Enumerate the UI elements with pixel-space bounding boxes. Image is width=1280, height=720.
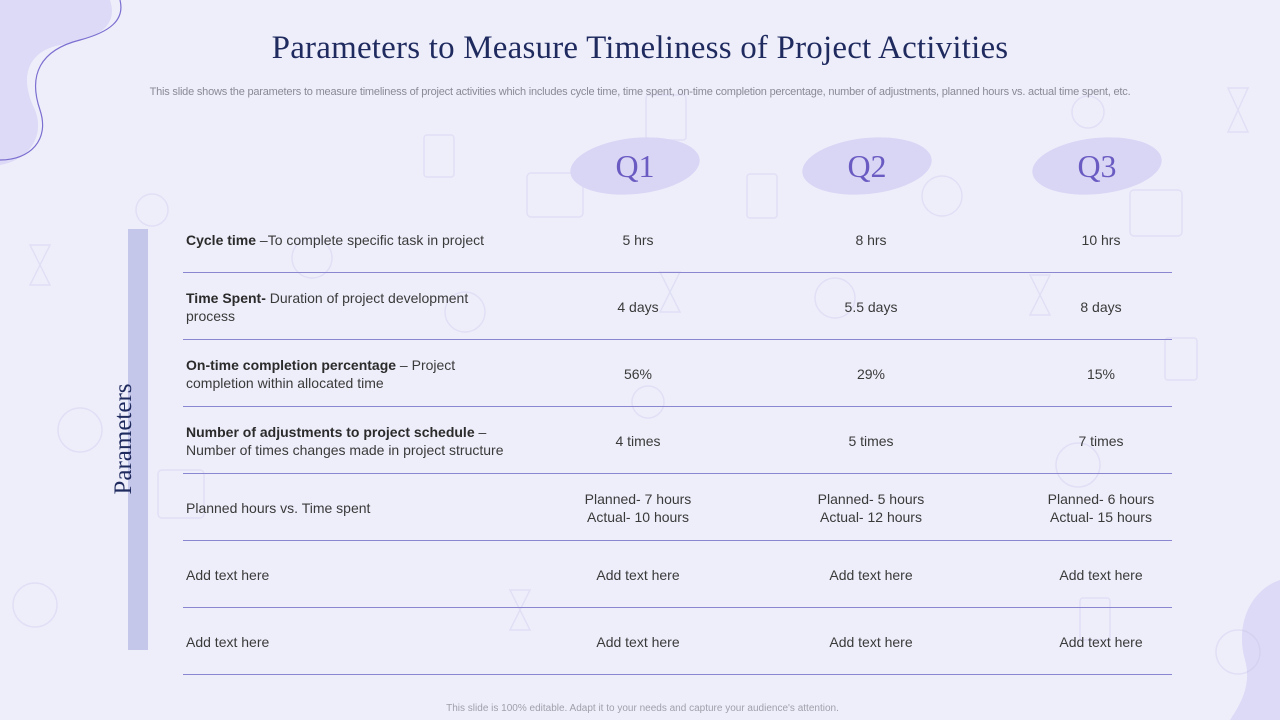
parameter-description: Add text here xyxy=(186,566,270,583)
parameters-side-label: Parameters xyxy=(110,383,137,495)
q2-value: 5.5 days xyxy=(844,298,898,315)
row-divider xyxy=(183,272,1172,273)
parameter-description: –To complete specific task in project xyxy=(256,231,485,248)
parameter-description: Planned hours vs. Time spent xyxy=(186,499,371,516)
q3-value: Add text here xyxy=(1059,566,1143,583)
quarter-label: Q2 xyxy=(847,147,887,184)
row-divider xyxy=(183,339,1172,340)
row-divider xyxy=(183,473,1172,474)
quarter-label: Q1 xyxy=(615,147,655,184)
q3-value: 8 days xyxy=(1080,298,1122,315)
quarter-header-q3: Q3 xyxy=(1029,131,1165,201)
q2-value: Add text here xyxy=(829,566,913,583)
q1-value: 56% xyxy=(623,365,653,382)
parameter-cell: Number of adjustments to project schedul… xyxy=(186,407,506,474)
actual-hours: Actual- 15 hours xyxy=(1050,508,1152,525)
table-row: Cycle time –To complete specific task in… xyxy=(183,206,1172,273)
row-divider xyxy=(183,674,1172,675)
planned-hours: Planned- 7 hours xyxy=(584,490,692,507)
q1-value: 4 days xyxy=(617,298,659,315)
row-divider xyxy=(183,540,1172,541)
table-row: Planned hours vs. Time spent Planned- 7 … xyxy=(183,474,1172,541)
quarter-header-q1: Q1 xyxy=(567,131,703,201)
parameter-name: On-time completion percentage xyxy=(186,356,397,373)
parameter-description: Duration of project development process xyxy=(186,289,469,324)
table-row: Add text here Add text here Add text her… xyxy=(183,608,1172,675)
q1-value: 4 times xyxy=(615,432,661,449)
row-divider xyxy=(183,406,1172,407)
page-title: Parameters to Measure Timeliness of Proj… xyxy=(271,30,1009,66)
table-row: On-time completion percentage – Project … xyxy=(183,340,1172,407)
q3-value: 15% xyxy=(1086,365,1116,382)
parameter-description: Add text here xyxy=(186,633,270,650)
q3-value: 7 times xyxy=(1078,432,1124,449)
parameter-name: Cycle time xyxy=(186,231,257,248)
q3-value: Planned- 6 hours Actual- 15 hours xyxy=(1011,474,1191,541)
q1-value: Add text here xyxy=(596,566,680,583)
parameter-cell: Cycle time –To complete specific task in… xyxy=(186,206,506,273)
parameter-name: Number of adjustments to project schedul… xyxy=(186,423,475,440)
parameter-cell: Planned hours vs. Time spent xyxy=(186,474,506,541)
page-subtitle: This slide shows the parameters to measu… xyxy=(149,86,1131,98)
actual-hours: Actual- 12 hours xyxy=(820,508,922,525)
actual-hours: Actual- 10 hours xyxy=(587,508,689,525)
q2-value: 5 times xyxy=(848,432,894,449)
q3-value: 10 hrs xyxy=(1081,231,1121,248)
q2-value: Planned- 5 hours Actual- 12 hours xyxy=(781,474,961,541)
parameter-cell: Add text here xyxy=(186,541,506,608)
planned-hours: Planned- 5 hours xyxy=(817,490,925,507)
parameters-side-bar xyxy=(128,229,148,650)
parameter-description: – Project completion within allocated ti… xyxy=(186,356,456,391)
q2-value: 29% xyxy=(856,365,886,382)
q2-value: Add text here xyxy=(829,633,913,650)
q1-value: Planned- 7 hours Actual- 10 hours xyxy=(548,474,728,541)
parameter-name: Time Spent- xyxy=(186,289,266,306)
corner-wave-top-left xyxy=(0,0,122,165)
parameter-description: – Number of times changes made in projec… xyxy=(186,423,504,458)
parameter-cell: Time Spent- Duration of project developm… xyxy=(186,273,506,340)
q3-value: Add text here xyxy=(1059,633,1143,650)
q1-value: Add text here xyxy=(596,633,680,650)
corner-wave-bottom-right xyxy=(1230,580,1280,720)
table-row: Time Spent- Duration of project developm… xyxy=(183,273,1172,340)
parameter-cell: On-time completion percentage – Project … xyxy=(186,340,506,407)
quarter-label: Q3 xyxy=(1077,147,1117,184)
footer-note: This slide is 100% editable. Adapt it to… xyxy=(446,703,839,714)
q1-value: 5 hrs xyxy=(622,231,654,248)
quarter-header-q2: Q2 xyxy=(799,131,935,201)
table-row: Number of adjustments to project schedul… xyxy=(183,407,1172,474)
parameter-cell: Add text here xyxy=(186,608,506,675)
planned-hours: Planned- 6 hours xyxy=(1047,490,1155,507)
row-divider xyxy=(183,607,1172,608)
table-row: Add text here Add text here Add text her… xyxy=(183,541,1172,608)
q2-value: 8 hrs xyxy=(855,231,887,248)
